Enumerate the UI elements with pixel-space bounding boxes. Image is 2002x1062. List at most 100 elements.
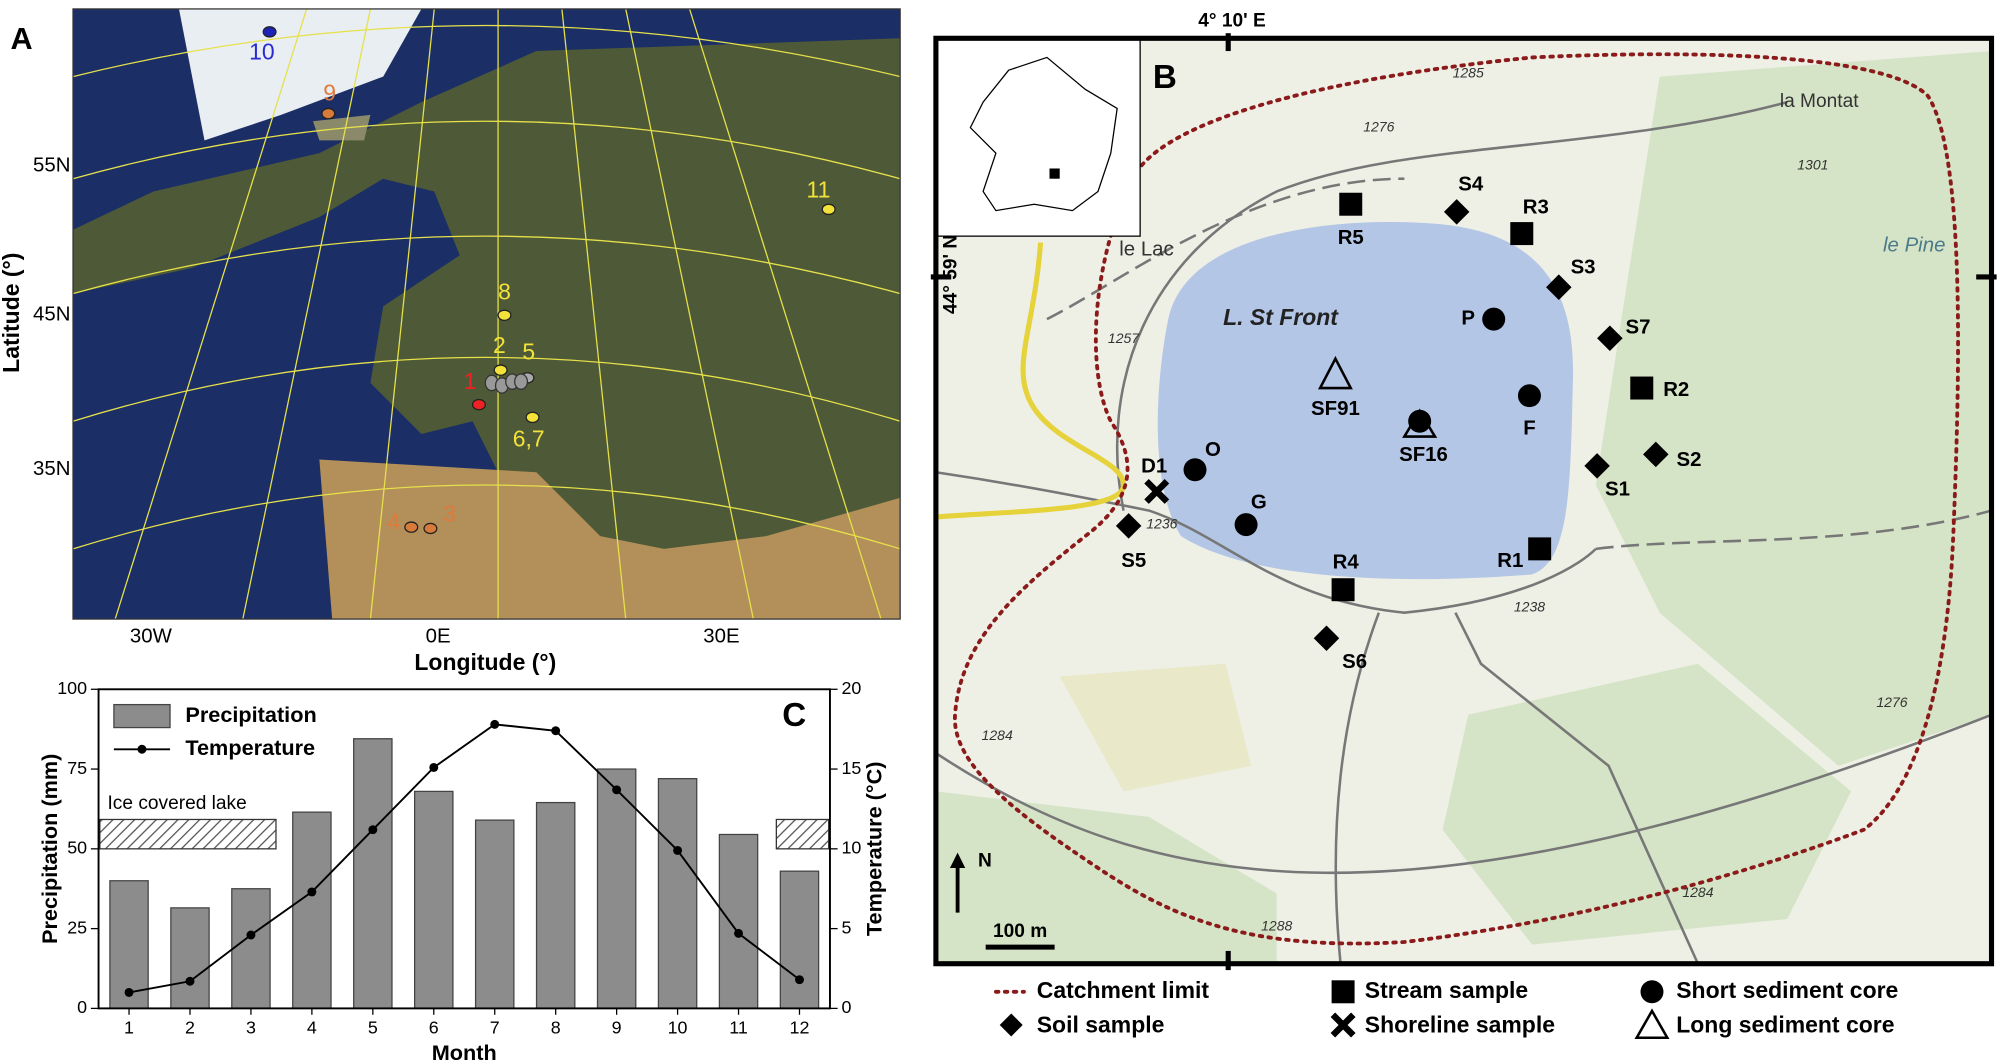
sample-label: S2 [1677, 449, 1702, 471]
lake [1157, 221, 1574, 580]
scale-label: 100 m [993, 921, 1047, 942]
elevation: 1276 [1363, 118, 1394, 134]
x-tick-label: 9 [612, 1018, 622, 1038]
bar [170, 907, 210, 1010]
greenland [178, 8, 422, 141]
legend-label: Temperature [185, 735, 315, 760]
x-tick-label: 7 [490, 1018, 500, 1038]
ice-cover [99, 818, 277, 850]
x-tick-label: 6 [429, 1018, 439, 1038]
sample-label: P [1461, 308, 1475, 330]
bar [413, 790, 454, 1010]
sample-label: S3 [1571, 256, 1596, 278]
bar [474, 819, 515, 1010]
shoreline-sample [1144, 478, 1170, 504]
north-label: N [978, 851, 992, 872]
y2-tick-label: 0 [841, 997, 851, 1017]
lat-label: 55N [33, 154, 70, 176]
legend-label: Soil sample [1037, 1011, 1165, 1037]
site-label: 8 [498, 279, 511, 305]
map-a: A 55N 45N 35N 30W 0E 30E Longitude (°) L… [0, 8, 901, 675]
stream-sample [1510, 222, 1534, 246]
elevation: 1257 [1108, 330, 1140, 346]
elevation: 1236 [1146, 515, 1177, 531]
site [262, 26, 277, 38]
y-axis-label: Precipitation (mm) [37, 754, 62, 944]
site-label: 2 [493, 332, 506, 358]
elevation: 1288 [1261, 917, 1292, 933]
legend-symbol [137, 744, 147, 754]
long-core [1402, 408, 1438, 438]
legend-symbol [113, 703, 171, 729]
elevation: 1284 [1682, 884, 1713, 900]
x-tick-label: 11 [729, 1018, 748, 1038]
site-label: 6,7 [513, 425, 545, 451]
stream-sample [1331, 578, 1355, 602]
bar [596, 768, 637, 1010]
legend-symbol [1634, 1008, 1670, 1040]
x-tick-label: 12 [790, 1018, 810, 1038]
short-core [1234, 513, 1258, 537]
site-label: 3 [443, 501, 456, 527]
bar [231, 888, 271, 1010]
temperature-point [612, 785, 622, 795]
temperature-point [429, 762, 439, 772]
legend-label: Precipitation [185, 702, 316, 727]
short-core [1408, 409, 1432, 433]
place: le Lac [1119, 239, 1173, 261]
graticule [72, 8, 901, 620]
site [471, 398, 486, 411]
stream-sample [1339, 192, 1363, 216]
bar [292, 811, 332, 1010]
y-tick-label: 25 [67, 917, 87, 937]
bar [779, 870, 820, 1010]
lon-label: 30W [130, 625, 173, 647]
y-tick-label: 0 [77, 997, 87, 1017]
land-africa [319, 459, 901, 620]
x-tick-label: 5 [368, 1018, 378, 1038]
panel-label: B [1153, 59, 1177, 96]
bar [718, 833, 759, 1010]
long-core [1318, 355, 1353, 390]
lat-label: 45N [33, 304, 70, 326]
y2-tick-label: 20 [841, 678, 861, 698]
bar [657, 777, 698, 1010]
y-tick-label: 50 [67, 838, 87, 858]
y-axis-label: Latitude (°) [0, 253, 24, 373]
sample-label: R1 [1497, 550, 1523, 572]
map-a-frame [72, 8, 901, 620]
france-outline [969, 56, 1118, 212]
x-tick-label: 10 [668, 1018, 688, 1038]
latitude-label: 44° 59' N [940, 235, 961, 314]
sample-label: D1 [1141, 456, 1167, 478]
sample-label: SF91 [1311, 398, 1360, 420]
bar [535, 801, 576, 1010]
sample-label: R5 [1338, 227, 1364, 249]
x-tick-label: 1 [124, 1018, 134, 1038]
site [525, 411, 540, 424]
forest [935, 791, 1277, 964]
temperature-line [128, 723, 801, 994]
x-tick-label: 8 [551, 1018, 561, 1038]
y-tick-label: 100 [57, 678, 87, 698]
site [497, 309, 512, 322]
site-label: 11 [807, 177, 831, 203]
site-locator [1049, 168, 1060, 179]
sample-label: S7 [1625, 316, 1650, 338]
temperature-point [124, 987, 134, 997]
temperature-point [307, 887, 317, 897]
x-axis-label: Month [432, 1040, 497, 1062]
site [423, 522, 438, 535]
sample-label: F [1523, 417, 1535, 439]
legend-symbol [1640, 980, 1664, 1004]
site-label: 5 [522, 339, 535, 365]
elevation: 1238 [1514, 598, 1545, 614]
sample-label: G [1251, 491, 1267, 513]
temperature-point [551, 726, 561, 736]
stream-sample [1630, 376, 1654, 400]
temperature-point [673, 845, 683, 855]
panel-label: C [782, 697, 806, 734]
